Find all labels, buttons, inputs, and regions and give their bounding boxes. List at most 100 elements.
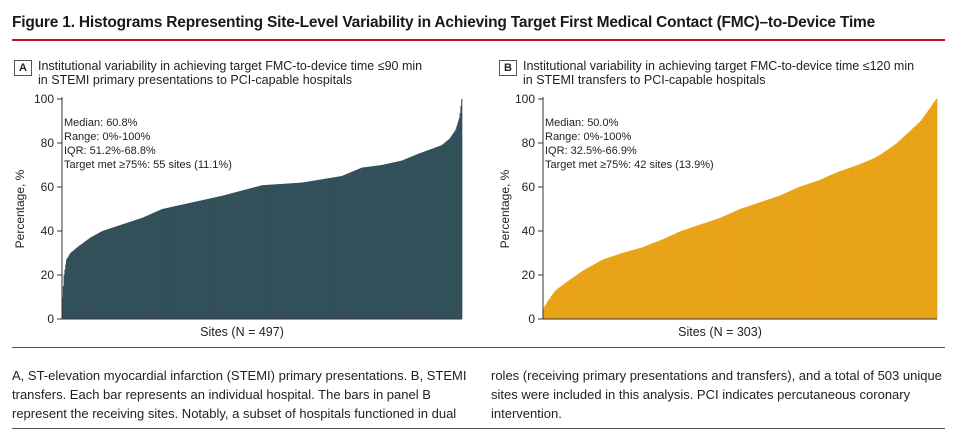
site-bar: [609, 257, 611, 319]
site-bar: [831, 174, 834, 319]
site-bar: [379, 165, 381, 319]
site-bar: [253, 187, 255, 319]
site-bar: [201, 200, 203, 319]
site-bar: [890, 147, 892, 319]
site-bar: [242, 190, 244, 319]
site-bar: [151, 213, 153, 319]
site-bar: [133, 220, 135, 319]
site-bar: [358, 168, 361, 319]
site-bar: [308, 181, 310, 319]
site-bar: [410, 156, 412, 319]
site-bar: [554, 290, 557, 319]
site-bar: [565, 282, 567, 319]
site-bar: [656, 241, 658, 319]
site-bar: [179, 205, 181, 319]
site-bar: [427, 150, 429, 319]
site-bar: [600, 260, 602, 319]
site-bar: [80, 244, 82, 319]
panel-label: B: [499, 60, 517, 76]
site-bar: [852, 166, 855, 319]
site-bar: [901, 137, 904, 319]
footnote-right: roles (receiving primary presentations a…: [491, 366, 946, 423]
stats-annotation-line: Range: 0%-100%: [64, 131, 150, 143]
site-bar: [596, 262, 598, 319]
site-bar: [438, 146, 440, 319]
site-bar: [377, 165, 379, 319]
site-bar: [856, 165, 859, 319]
site-bar: [192, 202, 194, 319]
site-bar: [247, 189, 249, 319]
site-bar: [758, 202, 761, 319]
site-bar: [175, 205, 177, 319]
site-bar: [210, 198, 213, 319]
site-bar: [310, 181, 312, 319]
site-bar: [128, 222, 130, 319]
site-bar: [780, 194, 783, 319]
site-bar: [98, 233, 100, 319]
site-bar: [884, 151, 887, 319]
site-bar: [108, 228, 110, 319]
site-bar: [259, 185, 262, 319]
site-bar: [739, 209, 741, 319]
site-bar: [727, 214, 730, 319]
panel-caption-line: in STEMI transfers to PCI-capable hospit…: [523, 73, 766, 87]
site-bar: [671, 234, 674, 319]
site-bar: [735, 210, 738, 319]
site-bar: [417, 153, 419, 319]
site-bar: [744, 207, 747, 319]
site-bar: [74, 249, 76, 319]
site-bar: [559, 286, 562, 319]
site-bar: [425, 150, 427, 319]
site-bar: [370, 166, 372, 319]
site-bar: [189, 202, 191, 319]
site-bar: [402, 160, 404, 319]
site-bar: [935, 99, 938, 319]
site-bar: [167, 207, 169, 319]
site-bar: [437, 146, 439, 319]
site-bar: [211, 198, 213, 319]
site-bar: [572, 277, 575, 319]
site-bar: [696, 225, 699, 319]
site-bar: [556, 289, 558, 319]
site-bar: [444, 142, 446, 319]
site-bar: [814, 181, 817, 319]
site-bar: [753, 204, 756, 319]
site-bar: [74, 248, 77, 319]
site-bar: [78, 245, 81, 319]
site-bar: [667, 236, 670, 319]
site-bar: [188, 203, 190, 319]
site-bar: [647, 245, 649, 319]
site-bar: [145, 216, 147, 319]
site-bar: [925, 113, 927, 319]
site-bar: [432, 148, 434, 319]
site-bar: [330, 177, 332, 319]
site-bar: [159, 210, 161, 319]
site-bar: [279, 184, 281, 319]
site-bar: [845, 168, 848, 319]
site-bar: [793, 188, 796, 319]
site-bar: [176, 205, 178, 319]
y-axis-label: Percentage, %: [13, 169, 27, 248]
y-tick-label: 60: [522, 180, 536, 194]
site-bar: [645, 245, 648, 319]
site-bar: [327, 178, 329, 319]
site-bar: [740, 208, 743, 319]
site-bar: [346, 174, 348, 319]
site-bar: [874, 157, 877, 319]
site-bar: [215, 197, 217, 319]
site-bar: [155, 211, 157, 319]
site-bar: [177, 205, 180, 319]
site-bar: [571, 278, 574, 319]
site-bar: [597, 262, 600, 319]
site-bar: [454, 130, 456, 319]
site-bar: [93, 235, 95, 319]
panel-caption-line: Institutional variability in achieving t…: [38, 59, 423, 73]
site-bar: [301, 182, 303, 319]
site-bar: [166, 207, 168, 319]
site-bar: [194, 201, 196, 319]
site-bar: [725, 215, 727, 319]
site-bar: [346, 173, 349, 319]
site-bar: [383, 164, 386, 319]
site-bar: [748, 205, 751, 319]
site-bar: [241, 190, 243, 319]
